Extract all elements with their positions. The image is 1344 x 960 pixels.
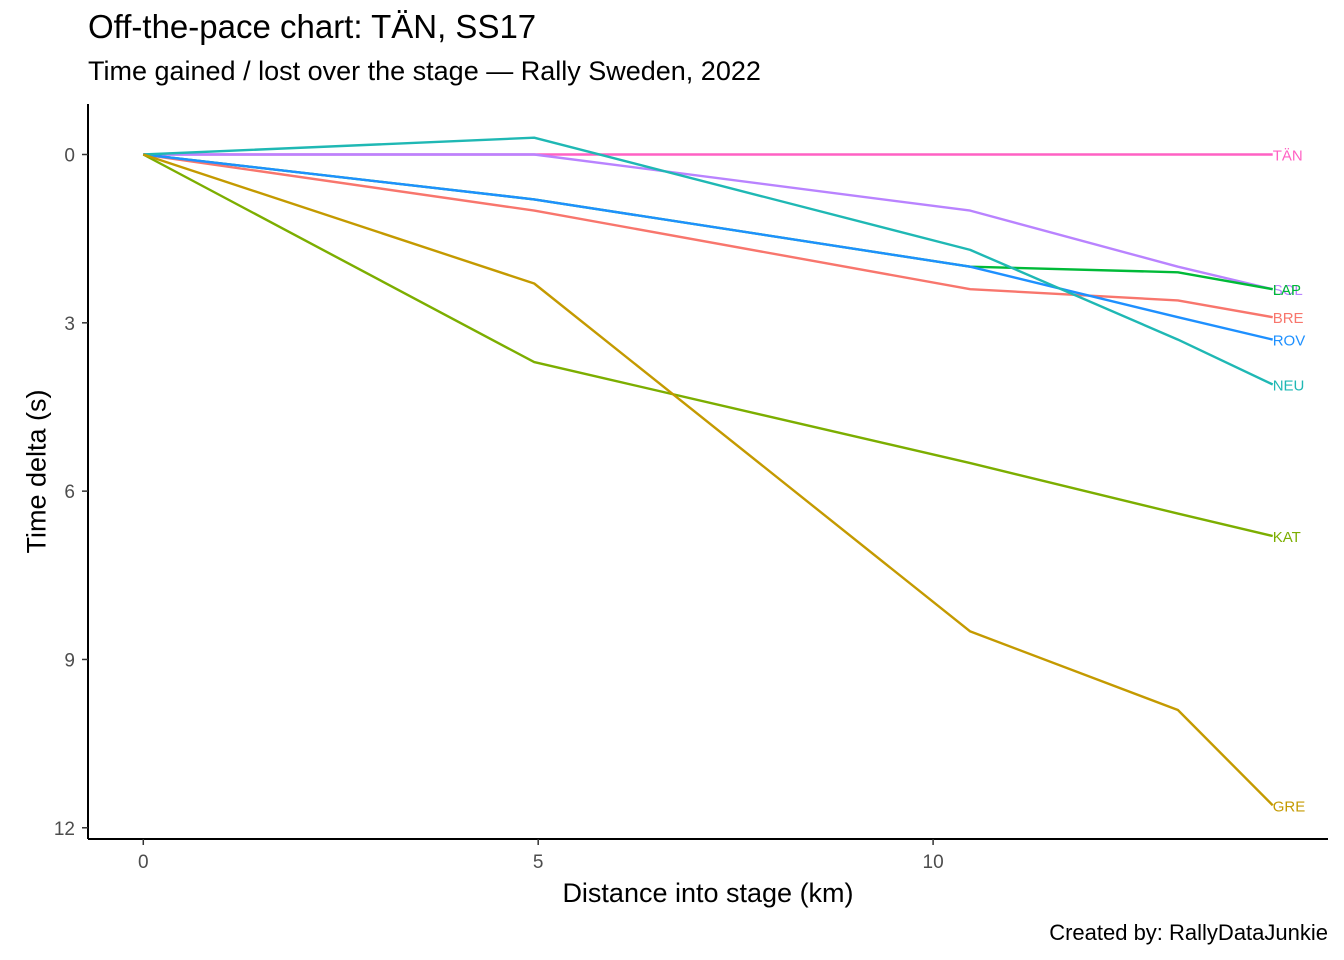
- y-tick-label: 3: [64, 314, 75, 335]
- x-axis-title: Distance into stage (km): [562, 878, 853, 908]
- series-line-neu: [143, 136, 1274, 386]
- chart-caption: Created by: RallyDataJunkie: [1049, 920, 1328, 945]
- end-label-neu: NEU: [1273, 378, 1305, 395]
- chart-title: Off-the-pace chart: TÄN, SS17: [88, 8, 537, 45]
- y-tick-label: 12: [54, 819, 75, 840]
- end-label-lap: LAP: [1273, 282, 1301, 299]
- x-tick-label: 5: [533, 852, 544, 873]
- end-label-bre: BRE: [1273, 310, 1304, 327]
- y-tick-label: 9: [64, 650, 75, 671]
- y-axis-ticks: 0 3 6 9 12: [54, 145, 88, 840]
- end-label-gre: GRE: [1273, 798, 1306, 815]
- end-label-kat: KAT: [1273, 529, 1301, 546]
- series-line-rov: [143, 153, 1273, 341]
- series-line-bre: [143, 153, 1273, 319]
- x-tick-label: 0: [138, 852, 149, 873]
- series-line-gre: [142, 153, 1274, 807]
- end-label-rov: ROV: [1273, 333, 1306, 350]
- end-label-sol: SOL: [1273, 282, 1303, 299]
- y-tick-label: 6: [64, 482, 75, 503]
- series-layer: [142, 136, 1274, 807]
- end-label-tän: TÄN: [1273, 147, 1303, 164]
- axes: [87, 104, 1328, 840]
- series-line-kat: [142, 153, 1273, 538]
- x-tick-label: 10: [923, 852, 944, 873]
- series-line-sol: [143, 153, 1273, 291]
- y-tick-label: 0: [64, 145, 75, 166]
- chart-subtitle: Time gained / lost over the stage — Rall…: [88, 56, 761, 86]
- x-axis-ticks: 0 5 10: [138, 839, 944, 873]
- y-axis-title: Time delta (s): [21, 389, 51, 553]
